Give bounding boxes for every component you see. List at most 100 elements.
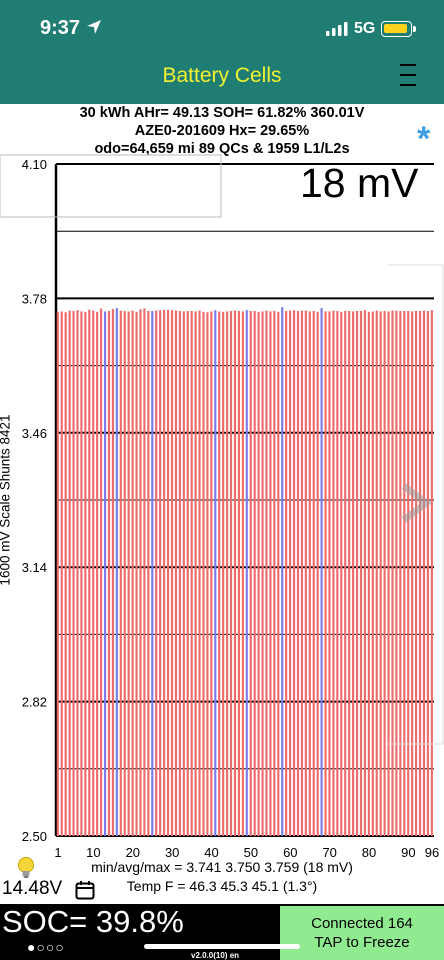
cell-bar xyxy=(72,311,75,836)
cell-bar xyxy=(151,311,154,836)
chart-bars xyxy=(56,307,433,837)
x-tick-label: 90 xyxy=(401,845,415,860)
chart-grid xyxy=(54,163,434,837)
aux-battery-voltage: 14.48V xyxy=(2,878,63,899)
x-tick-labels: 1 10 20 30 40 50 60 70 80 90 96 xyxy=(54,845,439,860)
cell-bar xyxy=(344,311,347,836)
status-bar: 9:37 5G xyxy=(0,0,444,56)
cell-bar xyxy=(340,311,343,837)
cell-bar xyxy=(214,310,217,836)
cell-bar xyxy=(403,311,406,836)
cell-bar xyxy=(64,312,67,836)
cell-bar xyxy=(391,310,394,836)
cell-statistics: min/avg/max = 3.741 3.750 3.759 (18 mV) … xyxy=(0,858,444,896)
info-line-model: AZE0-201609 Hx= 29.65% xyxy=(134,123,310,139)
cell-bar xyxy=(336,311,339,836)
home-indicator[interactable] xyxy=(144,944,300,949)
cell-bar xyxy=(222,311,225,837)
calendar-icon[interactable] xyxy=(75,880,95,900)
cell-bar xyxy=(178,311,181,836)
cell-bar xyxy=(166,309,170,836)
cell-bar xyxy=(379,311,382,836)
cell-bar xyxy=(56,311,59,837)
connection-status: Connected 164 xyxy=(311,915,413,932)
legend-box xyxy=(0,154,222,218)
cell-bar xyxy=(430,310,433,836)
page-indicator[interactable]: ●○○○ xyxy=(27,939,65,955)
cell-bar xyxy=(422,310,426,836)
cell-bar xyxy=(312,311,315,836)
cell-bar xyxy=(285,311,288,836)
cell-bar xyxy=(159,310,162,836)
cell-bar xyxy=(304,310,307,836)
cell-bar xyxy=(182,311,185,836)
menu-icon[interactable] xyxy=(398,62,418,88)
cell-bar xyxy=(135,311,138,837)
y-tick-label: 2.82 xyxy=(22,695,47,710)
cell-bar xyxy=(237,311,240,836)
cell-bar xyxy=(355,311,359,836)
cell-bar xyxy=(194,311,197,836)
cell-bar xyxy=(273,311,276,836)
cell-bar xyxy=(229,311,233,836)
cell-bar xyxy=(163,309,166,836)
stats-temperature: Temp F = 46.3 45.3 45.1 (1.3°) xyxy=(126,878,318,894)
x-tick-label: 70 xyxy=(322,845,336,860)
side-panel xyxy=(388,264,444,745)
cell-bar xyxy=(265,310,268,836)
cell-bar xyxy=(257,311,260,837)
y-tick-labels: 4.10 3.78 3.46 3.14 2.82 2.50 xyxy=(22,157,47,844)
y-tick-label: 2.50 xyxy=(22,829,47,844)
cell-bar xyxy=(348,311,351,836)
cell-bar xyxy=(371,311,374,836)
cell-bar xyxy=(277,311,280,837)
chevron-right-icon[interactable] xyxy=(401,483,432,523)
state-of-charge: SOC= 39.8% xyxy=(2,904,184,939)
cell-bar xyxy=(261,311,264,836)
y-tick-label: 3.78 xyxy=(22,291,47,306)
cell-bar xyxy=(210,311,213,836)
info-line-odometer: odo=64,659 mi 89 QCs & 1959 L1/L2s xyxy=(94,141,350,157)
cell-bar xyxy=(131,310,134,836)
y-tick-label: 3.14 xyxy=(22,560,47,575)
x-tick-label: 30 xyxy=(165,845,179,860)
y-axis-label-text: 1600 mV Scale Shunts 8421 xyxy=(0,414,13,586)
cell-bar xyxy=(426,311,429,836)
connection-status-button[interactable]: Connected 164 TAP to Freeze xyxy=(280,906,444,960)
cell-bar xyxy=(363,310,366,836)
lightbulb-icon[interactable] xyxy=(16,856,36,880)
page-title: Battery Cells xyxy=(162,64,282,87)
cell-bar xyxy=(76,310,79,836)
network-type: 5G xyxy=(354,20,376,37)
status-time: 9:37 xyxy=(40,17,81,39)
cell-bar xyxy=(415,311,418,836)
cell-voltage-chart: 4.10 3.78 3.46 3.14 2.82 2.50 1 10 20 30 40 50 60 70… xyxy=(0,154,444,860)
cell-bar xyxy=(111,308,114,836)
cell-bar xyxy=(218,311,221,836)
cell-bar xyxy=(289,310,292,836)
cell-bar xyxy=(198,310,201,836)
cell-bar xyxy=(60,311,63,836)
cell-bar xyxy=(375,310,378,836)
cell-bar xyxy=(107,311,111,836)
cell-bar xyxy=(202,311,205,837)
app-header xyxy=(0,0,444,104)
x-tick-label: 1 xyxy=(54,845,61,860)
x-tick-label: 40 xyxy=(204,845,218,860)
cell-bar xyxy=(190,311,193,836)
cell-bar xyxy=(300,310,303,836)
cell-bar xyxy=(68,310,71,836)
cell-bar xyxy=(155,310,158,836)
cell-bar xyxy=(395,310,398,836)
cell-bar xyxy=(127,311,130,836)
signal-icon xyxy=(326,22,348,36)
star-icon[interactable]: * xyxy=(417,120,431,158)
cell-bar xyxy=(269,311,272,836)
cell-bar xyxy=(387,311,390,836)
cell-bar xyxy=(292,310,296,836)
cell-bar xyxy=(88,309,91,836)
cell-bar xyxy=(316,311,319,837)
cell-bar xyxy=(226,311,229,836)
cell-bar xyxy=(96,311,99,837)
cell-bar xyxy=(115,308,118,836)
